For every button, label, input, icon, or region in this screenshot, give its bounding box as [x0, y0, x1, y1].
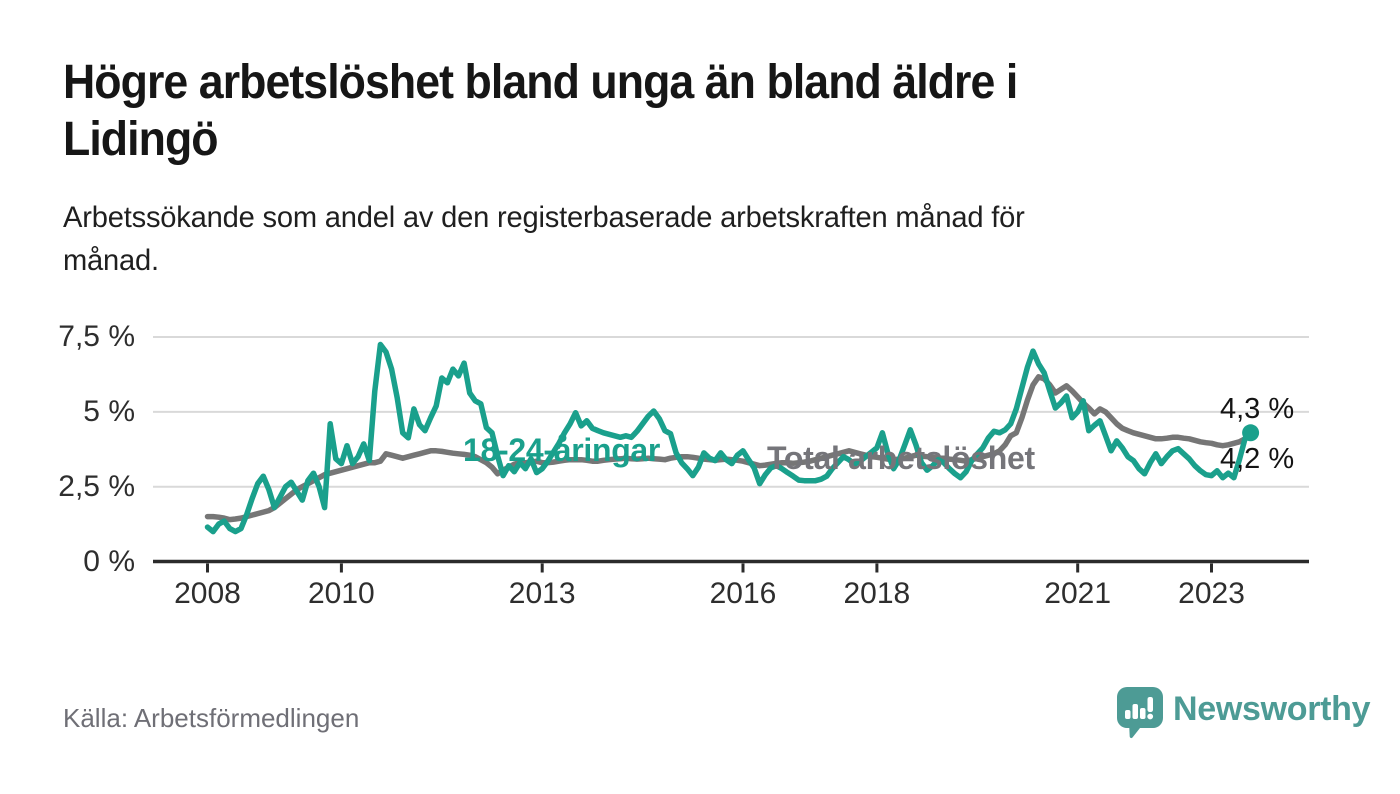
page-title-line-2: Lidingö — [63, 113, 219, 166]
end-value-label-total: 4,2 % — [1220, 443, 1295, 475]
young-line — [204, 341, 1254, 535]
page-title: Högre arbetslöshet bland unga än bland ä… — [63, 54, 1383, 168]
x-axis-label: 2023 — [1178, 577, 1245, 610]
young-end-marker — [1242, 424, 1260, 442]
series-label-total: Total arbetslöshet — [767, 440, 1035, 476]
chart-subtitle-line-1: Arbetssökande som andel av den registerb… — [63, 201, 1025, 234]
y-axis-label: 2,5 % — [58, 469, 135, 503]
chart-subtitle-line-2: månad. — [63, 244, 159, 277]
y-axis-label: 0 % — [83, 544, 135, 578]
series-label-young: 18-24-åringar — [463, 432, 661, 468]
newsworthy-logo: Newsworthy — [1116, 686, 1371, 742]
chart-subtitle: Arbetssökande som andel av den registerb… — [63, 196, 1383, 282]
x-axis-label: 2010 — [307, 577, 375, 610]
y-axis-label: 7,5 % — [58, 320, 135, 354]
y-axis-label: 5 % — [83, 394, 135, 428]
x-axis-label: 2013 — [508, 577, 576, 610]
x-axis-label: 2008 — [174, 577, 241, 610]
end-value-label-young: 4,3 % — [1220, 393, 1295, 425]
bar-chart-glyph — [1125, 697, 1154, 720]
x-axis-label: 2021 — [1044, 577, 1112, 610]
newsworthy-wordmark: Newsworthy — [1173, 690, 1371, 728]
source-note: Källa: Arbetsförmedlingen — [63, 703, 360, 733]
page-title-line-1: Högre arbetslöshet bland unga än bland ä… — [63, 56, 1018, 109]
x-axis-label: 2016 — [709, 577, 777, 610]
x-axis-label: 2018 — [843, 577, 911, 610]
bar-chart-speech-bubble-icon — [1117, 687, 1163, 739]
